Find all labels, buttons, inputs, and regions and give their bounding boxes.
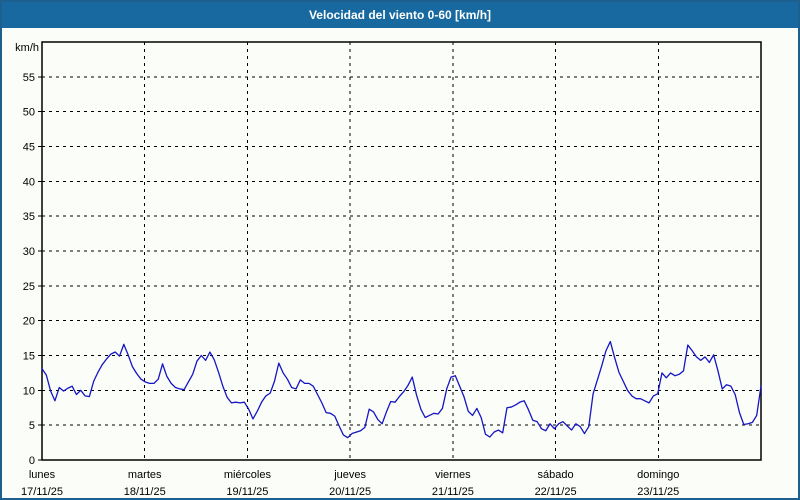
x-axis-day-label: domingo — [637, 469, 679, 481]
wind-speed-chart: 0 5 10 15 20 25 30 35 40 45 50 55 km/h lunes 17/11/25 m… — [15, 41, 762, 498]
y-axis-tick-label: 15 — [23, 351, 35, 363]
x-axis-date-label: 18/11/25 — [124, 486, 166, 498]
y-axis-tick-label: 20 — [23, 316, 35, 328]
title-bar: Velocidad del viento 0-60 [km/h] — [2, 2, 798, 28]
y-axis-tick-label: 50 — [23, 107, 35, 119]
y-axis-tick-label: 0 — [29, 455, 35, 467]
x-axis-day-label: lunes — [29, 469, 56, 481]
y-axis-tick-label: 45 — [23, 142, 35, 154]
y-axis-tick-label: 55 — [23, 72, 35, 84]
x-axis-date-label: 19/11/25 — [226, 486, 268, 498]
plot-border — [41, 41, 762, 461]
x-axis-day-label: viernes — [435, 469, 471, 481]
x-axis-day-label: miércoles — [224, 469, 272, 481]
x-axis-date-label: 17/11/25 — [21, 486, 63, 498]
wind-speed-line — [41, 340, 762, 439]
gridlines — [42, 42, 761, 460]
x-axis-day-label: sábado — [538, 469, 574, 481]
x-axis-day-label: martes — [128, 469, 162, 481]
y-axis-tick-label: 10 — [23, 385, 35, 397]
x-axis-day-label: jueves — [333, 469, 366, 481]
chart-container: 0 5 10 15 20 25 30 35 40 45 50 55 km/h lunes 17/11/25 m… — [2, 28, 798, 498]
axes — [38, 41, 762, 461]
y-axis-tick-label: 5 — [29, 420, 35, 432]
x-axis-date-label: 23/11/25 — [637, 486, 679, 498]
axis-labels: 0 5 10 15 20 25 30 35 40 45 50 55 km/h lunes 17/11/25 m… — [15, 42, 679, 498]
y-axis-tick-label: 35 — [23, 211, 35, 223]
x-axis-date-label: 22/11/25 — [535, 486, 577, 498]
y-axis-tick-label: 40 — [23, 176, 35, 188]
x-axis-date-label: 20/11/25 — [329, 486, 371, 498]
y-axis-unit-label: km/h — [15, 42, 39, 54]
chart-title: Velocidad del viento 0-60 [km/h] — [308, 8, 492, 22]
y-axis-tick-label: 30 — [23, 246, 35, 258]
y-axis-tick-label: 25 — [23, 281, 35, 293]
x-axis-date-label: 21/11/25 — [432, 486, 474, 498]
